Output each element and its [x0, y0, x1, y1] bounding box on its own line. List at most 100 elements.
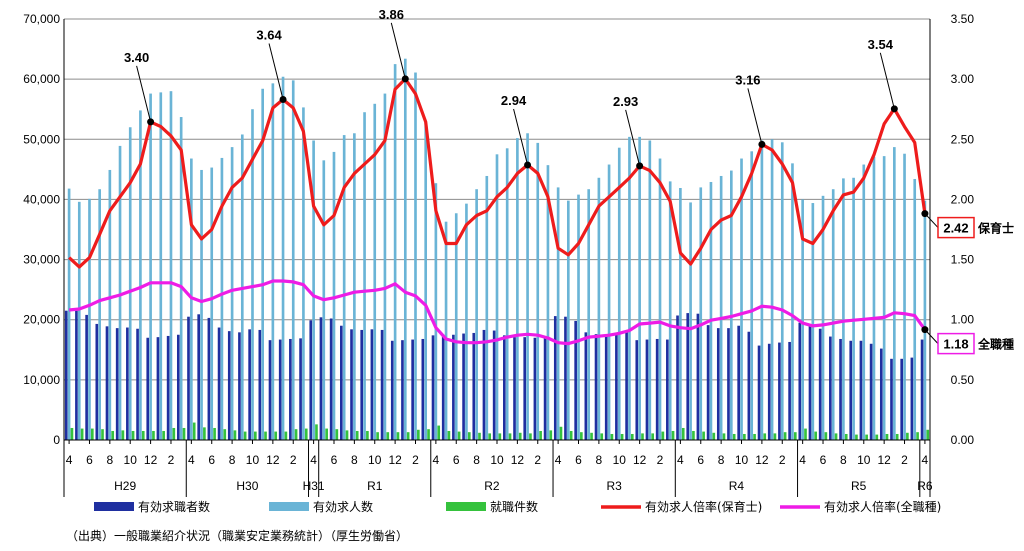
bar-job-openings: [587, 189, 591, 440]
bar-placements: [294, 429, 298, 440]
bar-placements: [865, 434, 868, 440]
bar-job-openings: [923, 200, 927, 440]
bar-placements: [773, 433, 777, 440]
bar-job-openings: [495, 154, 499, 441]
bar-job-openings: [882, 156, 886, 440]
bar-job-openings: [434, 183, 438, 440]
bar-job-openings: [159, 92, 163, 441]
bar-job-seekers: [696, 313, 700, 440]
bar-job-openings: [536, 142, 540, 440]
bar-placements: [855, 434, 858, 440]
bar-placements: [814, 431, 818, 440]
bar-job-openings: [169, 91, 173, 441]
bar-placements: [722, 433, 726, 440]
bar-job-openings: [760, 140, 764, 440]
bar-job-seekers: [503, 335, 506, 440]
y-left-tick-label: 60,000: [23, 72, 60, 86]
bar-placements: [763, 433, 767, 440]
peak-marker: [147, 118, 155, 126]
x-tick-label: 10: [490, 453, 504, 467]
bar-placements: [753, 433, 756, 440]
bar-job-openings: [108, 169, 112, 441]
bar-job-openings: [617, 147, 621, 440]
bar-job-openings: [88, 198, 91, 440]
bar-placements: [600, 433, 604, 440]
bar-placements: [406, 432, 410, 440]
bar-placements: [906, 432, 909, 440]
source-note: （出典）一般職業紹介状況（職業安定業務統計）（厚生労働省）: [66, 528, 408, 543]
bar-placements: [121, 430, 125, 440]
x-tick-label: 8: [351, 453, 358, 467]
bar-job-seekers: [441, 334, 445, 440]
peak-label: 3.54: [868, 37, 894, 52]
bar-job-seekers: [533, 337, 537, 440]
end-leader: [924, 329, 939, 344]
bar-job-openings: [353, 133, 356, 440]
bar-job-seekers: [788, 341, 791, 440]
x-tick-label: 10: [857, 453, 871, 467]
bar-job-openings: [628, 136, 631, 440]
labels-group: 3.40 3.64 3.86 2.94 2.93 3.16 3.54 2.42 保育士 1.18 全…: [124, 7, 1014, 355]
bar-placements: [315, 424, 318, 440]
bar-job-seekers: [227, 331, 231, 440]
x-tick-label: 8: [229, 453, 236, 467]
bar-job-seekers: [421, 338, 425, 440]
x-tick-label: 6: [575, 453, 582, 467]
bar-placements: [651, 433, 655, 440]
bar-job-seekers: [910, 357, 914, 440]
x-tick-label: 10: [246, 453, 260, 467]
legend-label: 有効求人倍率(保育士): [645, 499, 762, 514]
x-tick-label: 2: [168, 453, 175, 467]
x-tick-label: 10: [368, 453, 382, 467]
y-left-tick-label: 50,000: [23, 132, 60, 146]
bar-job-openings: [903, 153, 906, 440]
bar-job-seekers: [584, 332, 588, 440]
x-tick-label: 12: [755, 453, 769, 467]
bar-placements: [243, 431, 247, 440]
y-left-tick-label: 30,000: [23, 253, 60, 267]
x-tick-label: 8: [840, 453, 847, 467]
bar-job-openings: [526, 133, 529, 440]
bar-job-openings: [505, 148, 509, 441]
bar-placements: [141, 430, 145, 440]
bar-job-openings: [271, 83, 275, 441]
x-tick-label: 2: [412, 453, 419, 467]
y-right-tick-label: 1.00: [951, 313, 975, 327]
bar-job-seekers: [217, 327, 221, 440]
year-label: R2: [484, 479, 500, 493]
bar-job-openings: [862, 164, 866, 440]
bar-job-openings: [516, 138, 519, 440]
y-left-tick-label: 40,000: [23, 192, 60, 206]
bar-job-seekers: [390, 340, 394, 440]
bar-job-openings: [475, 189, 478, 440]
bar-job-seekers: [319, 317, 323, 440]
bar-placements: [783, 432, 787, 440]
end-value-box: [937, 332, 975, 355]
peak-marker: [279, 95, 287, 103]
bar-job-openings: [801, 199, 804, 440]
x-tick-label: 6: [331, 453, 338, 467]
legend-swatch: [269, 502, 309, 511]
bar-job-seekers: [492, 330, 496, 440]
bar-job-openings: [893, 147, 896, 440]
peak-marker: [758, 140, 766, 148]
legend-label: 有効求人倍率(全職種): [824, 499, 941, 514]
bar-job-seekers: [818, 328, 822, 440]
bar-placements: [539, 430, 542, 440]
bar-job-openings: [403, 58, 407, 441]
bar-placements: [620, 433, 624, 440]
x-tick-label: 4: [922, 453, 929, 467]
x-tick-label: 10: [124, 453, 138, 467]
y-right-tick-label: 1.50: [951, 253, 975, 267]
peak-leader: [390, 22, 406, 79]
end-series-label: 保育士: [977, 221, 1014, 236]
bar-placements: [437, 425, 441, 440]
bar-job-seekers: [859, 340, 863, 440]
bar-job-openings: [689, 202, 692, 440]
bar-placements: [152, 430, 155, 440]
bar-placements: [529, 433, 532, 440]
bar-placements: [875, 434, 879, 440]
bar-job-openings: [302, 107, 305, 440]
bar-job-seekers: [268, 340, 272, 440]
x-tick-label: 4: [188, 453, 195, 467]
